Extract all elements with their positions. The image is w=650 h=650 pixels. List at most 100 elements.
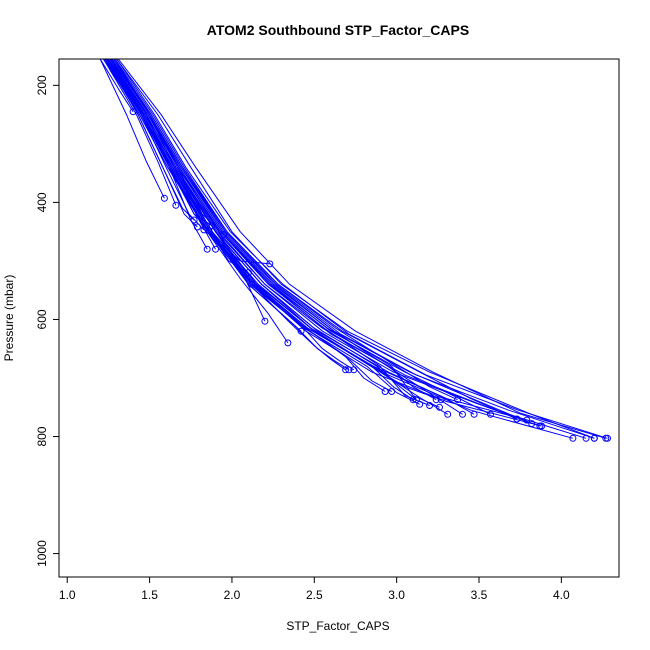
data-point — [284, 339, 292, 347]
y-tick-label: 600 — [35, 309, 49, 329]
series-34 — [103, 59, 180, 209]
plot-frame — [58, 58, 620, 578]
x-axis: 1.0 1.5 2.0 2.5 3.0 3.5 4.0 — [59, 577, 570, 602]
series-line — [106, 59, 574, 439]
x-tick-label: 2.0 — [224, 588, 241, 602]
series-line — [112, 59, 595, 439]
series-line — [104, 59, 442, 401]
series-22 — [106, 59, 396, 395]
data-point — [350, 366, 358, 374]
series-2 — [106, 59, 577, 442]
y-axis: 200 400 600 800 1000 — [35, 75, 59, 567]
series-16 — [109, 59, 440, 404]
series-1 — [103, 59, 546, 430]
data-point — [297, 327, 305, 335]
series-44 — [116, 59, 598, 442]
data-point — [160, 194, 168, 202]
series-line — [109, 59, 213, 227]
data-point — [266, 260, 274, 268]
data-point — [426, 402, 434, 409]
data-point — [205, 227, 213, 234]
series-line — [109, 59, 491, 415]
series-line — [111, 59, 440, 408]
data-point — [388, 388, 396, 395]
data-point — [190, 216, 198, 224]
series-42 — [109, 59, 216, 230]
data-point — [536, 422, 544, 430]
series-38 — [104, 59, 201, 231]
series-line — [109, 59, 587, 439]
data-point — [345, 366, 353, 374]
series-45 — [117, 59, 610, 442]
data-point — [261, 317, 269, 325]
series-line — [117, 59, 606, 439]
plot-area — [99, 59, 611, 442]
series-40 — [114, 59, 228, 239]
series-line — [116, 59, 595, 439]
data-point — [513, 415, 521, 423]
series-line — [99, 59, 134, 112]
series-14 — [112, 59, 462, 404]
series-9 — [114, 59, 521, 423]
x-tick-label: 2.5 — [306, 588, 323, 602]
series-13 — [106, 59, 452, 418]
data-point — [432, 396, 440, 404]
series-line — [106, 59, 195, 221]
data-point — [602, 434, 610, 442]
data-point — [172, 201, 180, 209]
series-line — [103, 59, 177, 206]
series-8 — [104, 59, 531, 424]
x-tick-label: 1.5 — [141, 588, 158, 602]
series-39 — [111, 59, 213, 234]
series-line — [107, 59, 475, 415]
x-tick-label: 3.0 — [388, 588, 405, 602]
series-line — [111, 59, 532, 425]
series-18 — [106, 59, 417, 404]
series-line — [114, 59, 225, 235]
data-point — [203, 245, 211, 253]
series-6 — [107, 59, 544, 430]
series-line — [107, 59, 541, 427]
series-line — [104, 59, 527, 421]
data-point — [200, 226, 208, 234]
data-point — [436, 403, 443, 411]
y-tick-label: 800 — [35, 426, 49, 446]
y-tick-label: 1000 — [35, 540, 49, 567]
series-11 — [107, 59, 478, 418]
data-point — [454, 396, 462, 404]
data-point — [342, 366, 350, 374]
data-point — [381, 388, 389, 395]
data-point — [569, 434, 577, 442]
data-point — [437, 396, 445, 404]
series-line — [99, 59, 165, 199]
data-point — [459, 410, 466, 418]
series-43 — [99, 59, 137, 116]
data-point — [208, 222, 216, 230]
data-point — [212, 245, 219, 253]
series-line — [111, 59, 463, 415]
series-5 — [116, 59, 611, 442]
data-point — [523, 416, 531, 424]
series-line — [103, 59, 542, 427]
data-point — [193, 223, 201, 231]
x-axis-label: STP_Factor_CAPS — [286, 619, 389, 633]
data-point — [528, 420, 536, 428]
series-line — [106, 59, 448, 415]
series-line — [114, 59, 518, 420]
y-axis-label: Pressure (mbar) — [2, 275, 16, 362]
data-point — [244, 269, 252, 277]
data-point — [487, 410, 494, 418]
data-point — [220, 231, 228, 239]
data-point — [129, 108, 137, 116]
data-point — [444, 410, 452, 418]
x-tick-label: 4.0 — [553, 588, 570, 602]
series-41 — [106, 59, 198, 224]
data-point — [470, 410, 478, 418]
series-line — [111, 59, 210, 231]
series-7 — [111, 59, 536, 428]
series-3 — [109, 59, 590, 442]
x-tick-label: 3.5 — [471, 588, 488, 602]
y-tick-label: 400 — [35, 192, 49, 212]
y-tick-label: 200 — [35, 75, 49, 95]
